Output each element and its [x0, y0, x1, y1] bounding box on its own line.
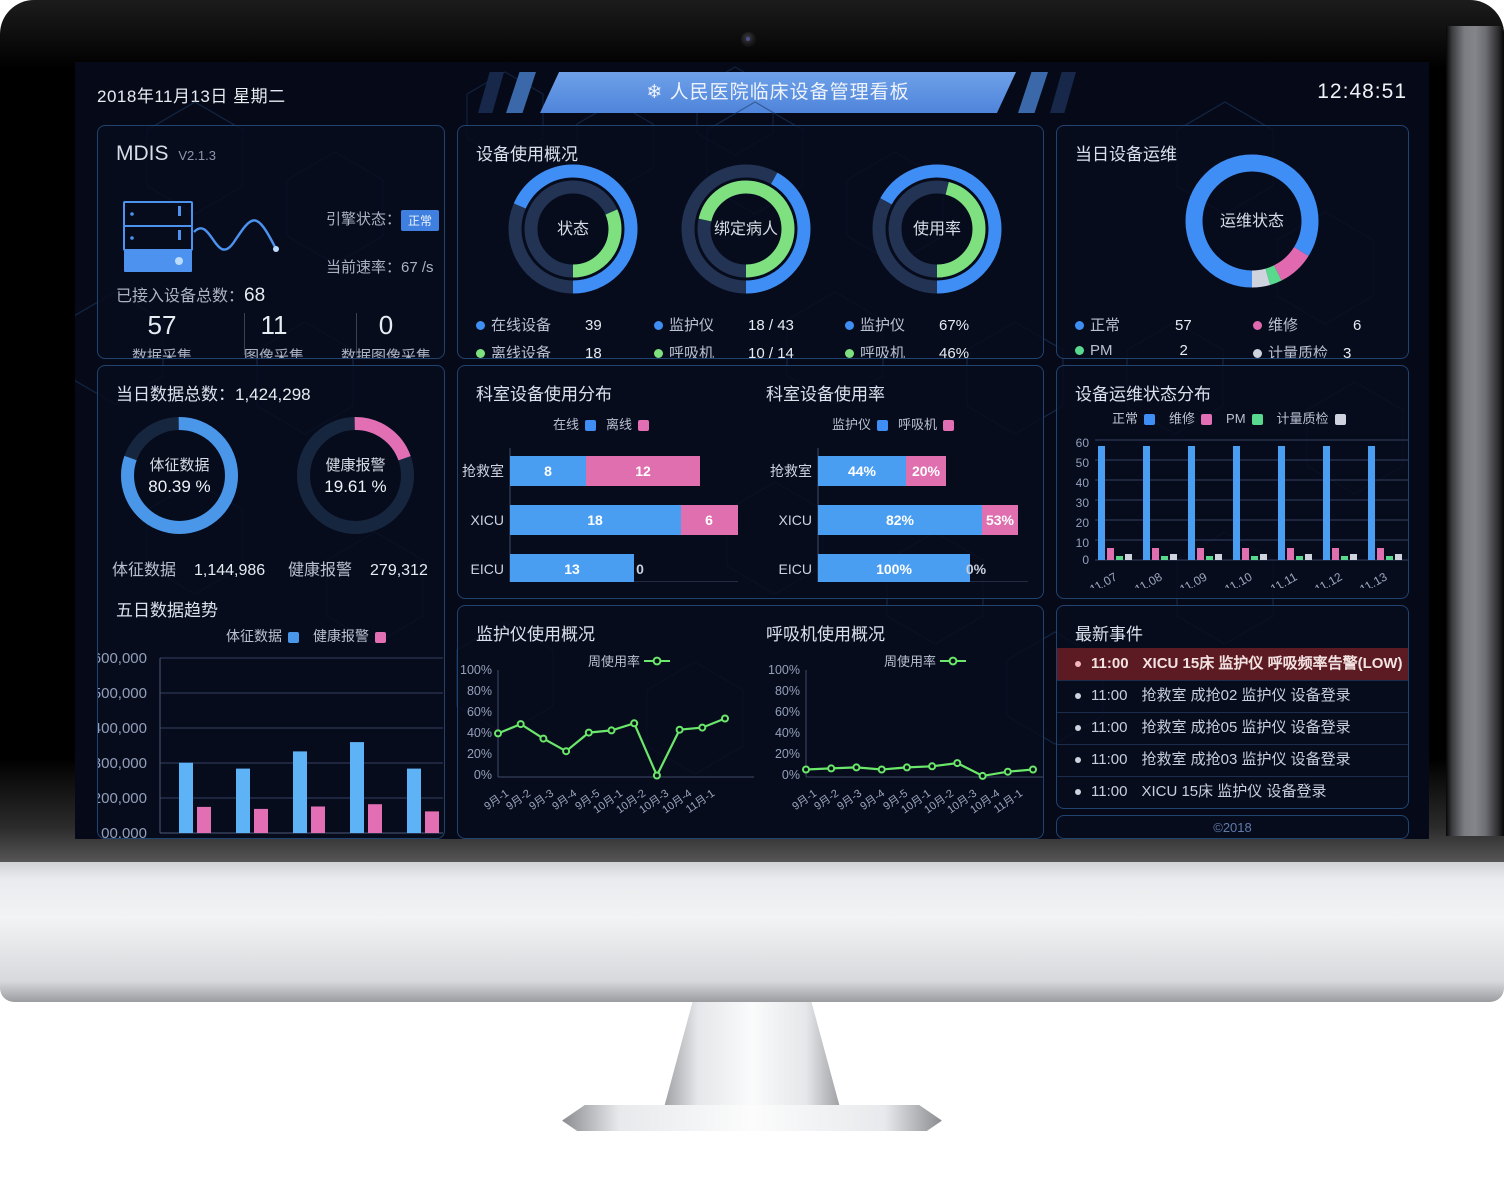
svg-text:抢救室: 抢救室 — [462, 463, 504, 479]
svg-text:11.09: 11.09 — [1177, 570, 1210, 588]
svg-text:100%: 100% — [460, 663, 492, 677]
svg-text:50: 50 — [1076, 456, 1090, 470]
svg-text:12: 12 — [635, 463, 651, 479]
svg-text:44%: 44% — [848, 463, 877, 479]
svg-text:6: 6 — [705, 512, 713, 528]
svg-text:0%: 0% — [474, 768, 492, 782]
svg-text:9月-4: 9月-4 — [858, 788, 887, 813]
svg-text:9月-3: 9月-3 — [527, 788, 556, 813]
svg-text:健康报警: 健康报警 — [325, 457, 385, 474]
svg-text:运维状态: 运维状态 — [1220, 212, 1284, 230]
svg-text:使用率: 使用率 — [913, 220, 961, 238]
svg-text:11.10: 11.10 — [1222, 570, 1255, 588]
svg-text:200,000: 200,000 — [97, 790, 147, 807]
svg-text:0: 0 — [636, 561, 644, 577]
svg-text:20%: 20% — [912, 463, 941, 479]
svg-text:XICU: XICU — [471, 512, 504, 528]
svg-text:11.11: 11.11 — [1268, 570, 1300, 588]
svg-text:40%: 40% — [467, 726, 492, 740]
svg-text:300,000: 300,000 — [97, 755, 147, 772]
svg-text:60%: 60% — [467, 705, 492, 719]
svg-text:19.61 %: 19.61 % — [324, 477, 386, 496]
svg-text:0: 0 — [1082, 553, 1089, 567]
svg-text:10: 10 — [1076, 536, 1090, 550]
svg-text:11.07: 11.07 — [1087, 570, 1120, 588]
svg-text:100%: 100% — [768, 663, 800, 677]
svg-text:400,000: 400,000 — [97, 720, 147, 737]
svg-text:绑定病人: 绑定病人 — [714, 220, 778, 238]
svg-text:20: 20 — [1076, 516, 1090, 530]
svg-text:60: 60 — [1076, 438, 1090, 450]
svg-text:0%: 0% — [782, 768, 800, 782]
svg-text:抢救室: 抢救室 — [770, 463, 812, 479]
svg-text:0%: 0% — [966, 561, 987, 577]
svg-text:100,000: 100,000 — [97, 825, 147, 839]
svg-text:20%: 20% — [775, 747, 800, 761]
svg-text:82%: 82% — [886, 512, 915, 528]
svg-text:11.12: 11.12 — [1312, 570, 1345, 588]
svg-text:8: 8 — [544, 463, 552, 479]
svg-text:80.39 %: 80.39 % — [148, 477, 210, 496]
svg-text:9月-2: 9月-2 — [812, 788, 841, 813]
svg-text:9月-3: 9月-3 — [835, 788, 864, 813]
svg-text:13: 13 — [564, 561, 580, 577]
svg-text:9月-2: 9月-2 — [504, 788, 533, 813]
svg-text:体征数据: 体征数据 — [149, 457, 209, 474]
svg-text:100%: 100% — [876, 561, 912, 577]
svg-text:40: 40 — [1076, 476, 1090, 490]
svg-text:53%: 53% — [986, 512, 1015, 528]
svg-text:80%: 80% — [467, 684, 492, 698]
svg-text:500,000: 500,000 — [97, 685, 147, 702]
svg-text:60%: 60% — [775, 705, 800, 719]
svg-text:状态: 状态 — [557, 220, 589, 238]
svg-text:30: 30 — [1076, 496, 1090, 510]
svg-text:XICU: XICU — [779, 512, 812, 528]
svg-text:11.13: 11.13 — [1357, 570, 1390, 588]
svg-text:40%: 40% — [775, 726, 800, 740]
svg-text:20%: 20% — [467, 747, 492, 761]
svg-text:600,000: 600,000 — [97, 650, 147, 667]
svg-text:11.08: 11.08 — [1132, 570, 1165, 588]
svg-text:9月-4: 9月-4 — [550, 788, 579, 813]
svg-text:80%: 80% — [775, 684, 800, 698]
svg-text:EICU: EICU — [779, 561, 812, 577]
svg-text:EICU: EICU — [471, 561, 504, 577]
svg-text:18: 18 — [587, 512, 603, 528]
